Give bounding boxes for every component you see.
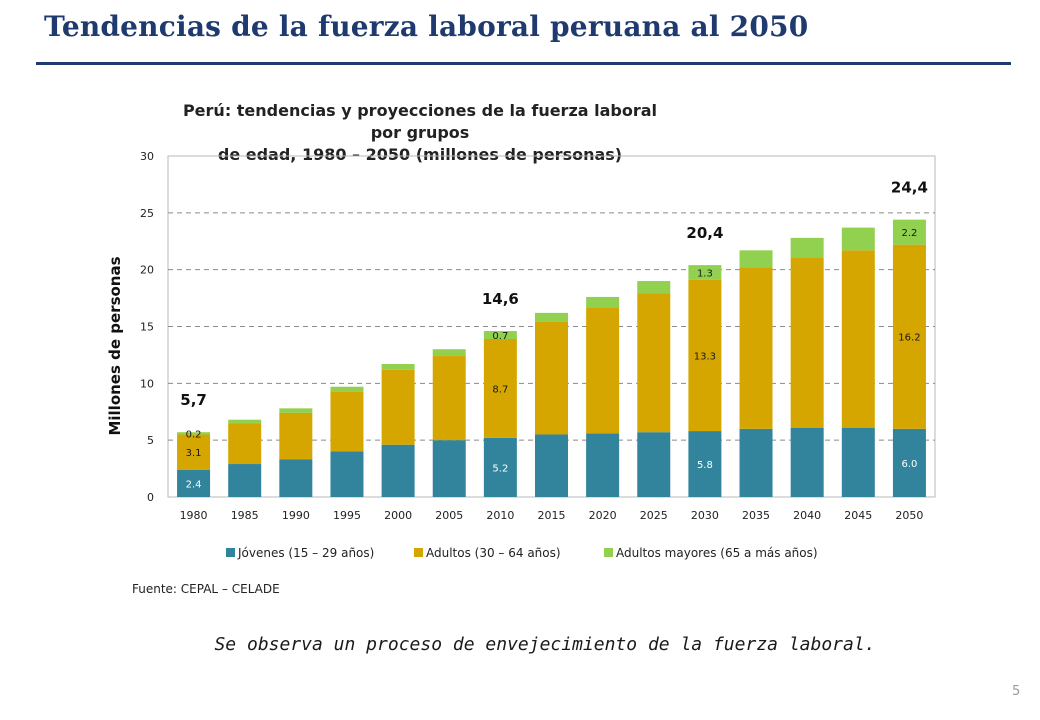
bar-segment	[841, 227, 875, 251]
y-axis-label: Millones de personas	[106, 256, 124, 435]
bar-segment	[535, 312, 568, 322]
y-tick-label: 5	[147, 434, 154, 447]
bar-segment	[483, 339, 517, 438]
bar-segment	[228, 419, 262, 424]
bar-segment	[892, 428, 926, 497]
data-label: 13.3	[694, 351, 716, 362]
bar-segment	[177, 434, 211, 470]
x-tick-label: 1985	[231, 509, 259, 522]
legend-label: Adultos mayores (65 a más años)	[616, 546, 818, 560]
bar-segment	[739, 428, 773, 497]
bar-segment	[228, 464, 262, 497]
legend-label: Adultos (30 – 64 años)	[426, 546, 561, 560]
bar-segment	[483, 331, 517, 340]
bar-segment	[790, 237, 824, 258]
data-label: 1.3	[697, 269, 713, 280]
bar-segment	[892, 244, 926, 429]
x-tick-label: 1995	[333, 509, 361, 522]
bar-segment	[586, 307, 620, 434]
x-tick-label: 2045	[844, 509, 872, 522]
bar-segment	[432, 356, 466, 441]
bar-segment	[432, 349, 466, 357]
bar-segment	[841, 427, 875, 497]
x-tick-label: 2010	[486, 509, 514, 522]
data-label: 2.2	[901, 228, 917, 239]
y-tick-label: 15	[140, 321, 154, 334]
bar-segment	[637, 293, 671, 433]
bar-segment	[688, 265, 722, 280]
x-tick-label: 2050	[895, 509, 923, 522]
legend-swatch	[414, 548, 423, 557]
data-label: 0.7	[492, 331, 508, 342]
bar-segment	[586, 433, 620, 497]
bar-segment	[688, 431, 722, 497]
x-tick-label: 2035	[742, 509, 770, 522]
bar-segment	[279, 459, 313, 497]
x-tick-label: 2025	[640, 509, 668, 522]
conclusion-note: Se observa un proceso de envejecimiento …	[214, 634, 876, 655]
x-tick-label: 1990	[282, 509, 310, 522]
bar-segment	[892, 219, 926, 245]
x-tick-label: 2020	[589, 509, 617, 522]
y-tick-label: 25	[140, 207, 154, 220]
x-tick-label: 2040	[793, 509, 821, 522]
bar-segment	[381, 369, 415, 445]
bar-segment	[381, 364, 415, 370]
x-tick-label: 2005	[435, 509, 463, 522]
legend-label: Jóvenes (15 – 29 años)	[237, 546, 374, 560]
bar-segment	[535, 434, 568, 497]
data-label: 16.2	[898, 333, 920, 344]
total-annotation: 24,4	[891, 179, 928, 197]
slide-title: Tendencias de la fuerza laboral peruana …	[44, 10, 809, 43]
bar-segment	[790, 427, 824, 497]
bar-segment	[177, 469, 211, 497]
data-label: 6.0	[901, 459, 917, 470]
data-label: 2.4	[186, 479, 202, 490]
bar-segment	[279, 412, 313, 460]
y-tick-label: 20	[140, 264, 154, 277]
y-tick-label: 0	[147, 491, 154, 504]
bar-segment	[330, 386, 364, 392]
data-label: 5.2	[492, 463, 508, 474]
bar-segment	[432, 440, 466, 497]
bar-segment	[688, 279, 722, 432]
bar-segment	[637, 281, 671, 294]
bar-segment	[586, 296, 620, 308]
bar-segment	[228, 423, 262, 465]
data-label: 3.1	[186, 448, 202, 459]
x-tick-label: 2015	[538, 509, 566, 522]
legend-swatch	[604, 548, 613, 557]
data-label: 0.2	[186, 429, 202, 440]
bar-segment	[381, 444, 415, 497]
data-label: 5.8	[697, 460, 713, 471]
bar-segment	[177, 432, 211, 435]
bar-segment	[279, 408, 313, 413]
chart-title-line-1: Perú: tendencias y proyecciones de la fu…	[182, 101, 658, 142]
x-tick-label: 2030	[691, 509, 719, 522]
chart-title-line-2: de edad, 1980 – 2050 (millones de person…	[217, 145, 623, 164]
bar-segment	[790, 257, 824, 428]
total-annotation: 5,7	[180, 391, 207, 409]
bar-segment	[330, 391, 364, 452]
y-tick-label: 10	[140, 377, 154, 390]
x-tick-label: 2000	[384, 509, 412, 522]
bar-segment	[739, 250, 773, 268]
y-tick-label: 30	[140, 150, 154, 163]
source-note: Fuente: CEPAL – CELADE	[132, 582, 280, 596]
chart-title: Perú: tendencias y proyecciones de la fu…	[175, 100, 665, 166]
total-annotation: 20,4	[686, 224, 723, 242]
total-annotation: 14,6	[482, 290, 519, 308]
data-label: 8.7	[492, 384, 508, 395]
title-divider	[36, 62, 1011, 65]
bar-segment	[841, 250, 875, 428]
page-number: 5	[1012, 684, 1021, 699]
bar-segment	[483, 437, 517, 497]
bar-segment	[637, 432, 671, 497]
legend-swatch	[226, 548, 235, 557]
bar-segment	[330, 451, 364, 497]
bar-segment	[739, 267, 773, 429]
x-tick-label: 1980	[180, 509, 208, 522]
bar-segment	[535, 321, 568, 435]
